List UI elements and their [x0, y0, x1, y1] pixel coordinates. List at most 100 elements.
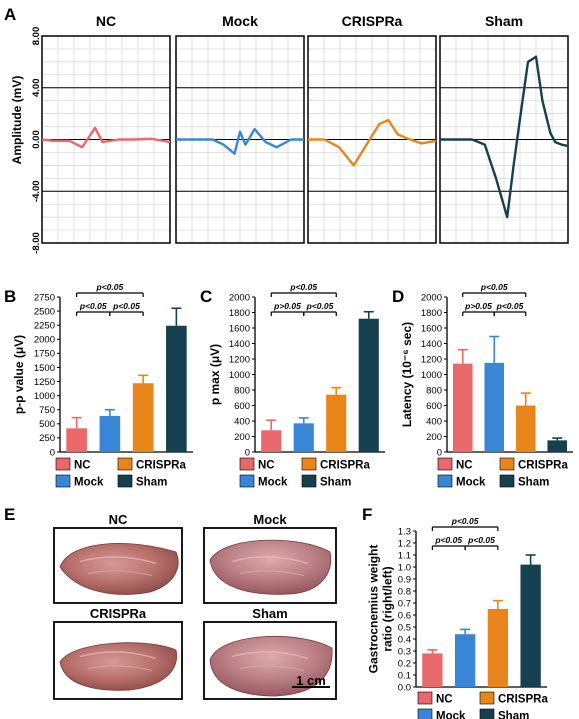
- photo-label: CRISPRa: [90, 606, 147, 621]
- legend-label: CRISPRa: [498, 694, 548, 706]
- y-tick-label: 0: [245, 447, 250, 458]
- trace-sham: [440, 55, 569, 219]
- muscle-fiber: [239, 570, 305, 577]
- bar-nc: [452, 363, 473, 452]
- legend-label: CRISPRa: [136, 460, 186, 472]
- y-axis-label-line: Gastrocnemius weight: [367, 545, 381, 674]
- y-tick-label: 1.2: [398, 538, 411, 549]
- y-tick-label: 2000: [34, 335, 55, 346]
- significance-label: p<0.05: [480, 282, 508, 292]
- y-tick-label: 8.00: [31, 27, 42, 46]
- legend-swatch-nc: [417, 691, 433, 705]
- y-axis-label: p max (μV): [208, 344, 222, 405]
- significance-label: p<0.05: [306, 301, 334, 311]
- y-tick-label: -4.00: [31, 180, 42, 202]
- legend-label: NC: [436, 694, 453, 706]
- bar-mock: [99, 415, 121, 452]
- panel-letter: E: [4, 505, 15, 524]
- muscle-fiber: [79, 556, 157, 565]
- bar-sham: [520, 564, 541, 687]
- panel-letter: C: [200, 287, 212, 306]
- bar-crispra: [515, 405, 536, 452]
- panel-letter: A: [4, 5, 16, 24]
- photo-label: Sham: [252, 606, 287, 621]
- y-tick-label: 250: [39, 433, 55, 444]
- muscle-photos: NC Mock CRISPRa Sham: [53, 512, 337, 700]
- legend-swatch-sham: [479, 708, 495, 719]
- y-tick-label: 4.00: [31, 79, 42, 98]
- bar-mock: [454, 634, 476, 687]
- y-tick-label: 2000: [229, 292, 250, 303]
- y-axis-label: Amplitude (mV): [10, 76, 24, 165]
- significance-label: p<0.05: [496, 301, 524, 311]
- panel-letter: D: [392, 287, 404, 306]
- legend-label: Mock: [258, 477, 288, 489]
- plot-title: CRISPRa: [342, 13, 403, 29]
- bar-sham: [358, 318, 379, 452]
- bar-crispra: [487, 609, 509, 687]
- muscle-fiber: [239, 665, 305, 672]
- y-tick-label: 0.2: [398, 658, 411, 669]
- legend-label: Sham: [320, 477, 351, 489]
- y-tick-label: 1250: [34, 377, 55, 388]
- y-tick-label: 2000: [421, 292, 442, 303]
- panel-letter: F: [362, 505, 372, 524]
- y-tick-label: 0.9: [398, 574, 411, 585]
- y-tick-label: 0.00: [31, 130, 42, 149]
- muscle-photo-nc: NC: [53, 512, 183, 604]
- muscle-fiber: [87, 665, 153, 672]
- muscle-photo-mock: Mock: [203, 512, 337, 604]
- y-tick-label: 1.3: [398, 526, 411, 537]
- y-tick-labels: 8.00 4.00 0.00 -4.00 -8.00: [31, 27, 42, 254]
- legend-label: CRISPRa: [518, 460, 568, 472]
- legend-label: NC: [74, 460, 91, 472]
- significance-label: p<0.05: [289, 282, 317, 292]
- y-tick-label: 600: [234, 401, 250, 412]
- legend-swatch-mock: [55, 474, 71, 488]
- legend-label: NC: [456, 460, 473, 472]
- panel-e: E NC Mock CRISPRa Sham 1 cm: [4, 505, 337, 700]
- legend-label: CRISPRa: [320, 460, 370, 472]
- y-tick-label: 800: [234, 385, 250, 396]
- legend: NC Mock CRISPRa Sham: [417, 691, 548, 719]
- legend: NC Mock CRISPRa Sham: [239, 457, 370, 489]
- y-tick-label: 0.6: [398, 610, 411, 621]
- legend-swatch-sham: [499, 474, 515, 488]
- y-tick-label: 800: [426, 385, 442, 396]
- y-axis-label: Gastrocnemius weightratio (right/left): [367, 545, 395, 674]
- ecg-plot-crispra: CRISPRa: [307, 13, 437, 244]
- bar-mock: [484, 362, 505, 452]
- legend-swatch-sham: [301, 474, 317, 488]
- significance-label: p>0.05: [464, 301, 492, 311]
- y-tick-label: 1000: [34, 391, 55, 402]
- y-tick-label: 0.5: [398, 622, 411, 633]
- plot-title: NC: [96, 13, 116, 29]
- legend-label: Sham: [518, 477, 549, 489]
- trace-mock: [176, 127, 304, 155]
- bar-nc: [261, 430, 282, 452]
- y-tick-label: 200: [234, 432, 250, 443]
- y-tick-label: 1800: [229, 308, 250, 319]
- significance-label: p<0.05: [451, 516, 479, 526]
- photo-label: NC: [109, 512, 128, 527]
- y-tick-label: 1.1: [398, 550, 411, 561]
- muscle-tissue: [209, 539, 332, 595]
- muscle-fiber: [231, 651, 309, 660]
- legend-label: Sham: [498, 711, 529, 719]
- y-tick-label: 2750: [34, 292, 55, 303]
- y-tick-label: 1.0: [398, 562, 411, 573]
- y-tick-label: 1600: [229, 323, 250, 334]
- trace-crispra: [308, 118, 437, 167]
- ecg-plot-nc: NC: [41, 13, 171, 244]
- y-tick-label: 1500: [34, 363, 55, 374]
- trace-nc: [41, 126, 171, 149]
- ecg-plots: NC Mock CRISPRa Sham: [41, 13, 569, 244]
- legend-swatch-nc: [55, 457, 71, 471]
- y-tick-label: 1000: [421, 370, 442, 381]
- muscle-fiber: [231, 556, 309, 565]
- muscle-fiber: [79, 651, 157, 660]
- legend-label: Mock: [74, 477, 104, 489]
- legend-swatch-mock: [417, 708, 433, 719]
- significance-label: p<0.05: [112, 301, 140, 311]
